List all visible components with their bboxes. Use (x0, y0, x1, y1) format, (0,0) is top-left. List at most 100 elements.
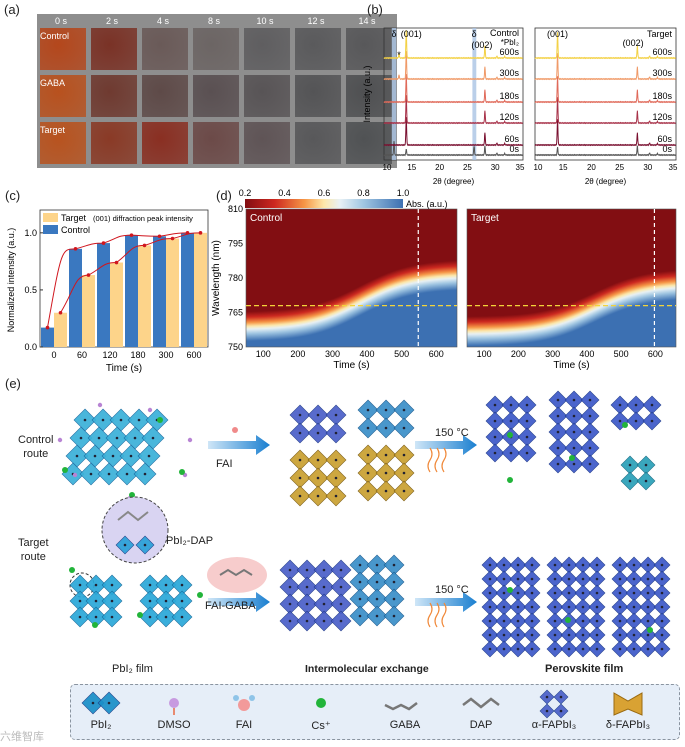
heatmap-control (246, 209, 457, 347)
pb-atom (402, 453, 406, 457)
chart-title-target: Target (647, 29, 673, 39)
pb-atom (488, 619, 492, 623)
pb-atom (94, 599, 98, 603)
x-tick-label: 10 (534, 163, 543, 172)
pb-atom (530, 619, 534, 623)
legend-box: PbI₂ DMSO FAI Cs⁺ GABA DAP α-FAPbI₃ δ-FAPbI₃ (70, 684, 680, 740)
pb-atom (660, 591, 664, 595)
pb-atom (402, 471, 406, 475)
process-arrow (208, 592, 270, 612)
legend-label-dap: DAP (469, 719, 493, 731)
colorbar-tick-label: 0.8 (357, 188, 370, 198)
pb-atom (525, 419, 529, 423)
pb-atom (298, 476, 302, 480)
heat-icon (427, 447, 433, 473)
pb-atom (358, 597, 362, 601)
film-photo (40, 75, 86, 117)
pb-atom (334, 476, 338, 480)
film-photo (244, 75, 290, 117)
pb-atom (595, 563, 599, 567)
pb-atom (164, 599, 168, 603)
pb-atom (384, 453, 388, 457)
pb-atom (488, 647, 492, 651)
x-tick-label: 200 (511, 349, 526, 359)
pb-atom (634, 419, 638, 423)
pb-atom (334, 494, 338, 498)
pb-atom (632, 619, 636, 623)
pb-atom (502, 577, 506, 581)
pb-atom (91, 701, 95, 705)
pb-atom (588, 430, 592, 434)
film-photo (142, 28, 188, 70)
xrd-curve-180s (383, 74, 524, 104)
pb-atom (358, 563, 362, 567)
pb-atom (151, 436, 155, 440)
pb-atom (384, 408, 388, 412)
gaba-icon (384, 702, 418, 711)
pb-atom (101, 418, 105, 422)
x-axis-title: Time (s) (553, 360, 589, 371)
film-photo (91, 122, 137, 164)
legend-swatch-control (43, 225, 58, 234)
pb-atom (572, 430, 576, 434)
pb-atom (384, 471, 388, 475)
dmso-icon (169, 698, 179, 708)
bar-control (181, 232, 194, 347)
time-label: 0 s (54, 16, 67, 26)
pb-atom (111, 454, 115, 458)
anneal-label-bottom: 150 °C (435, 584, 469, 596)
pb-atom (502, 647, 506, 651)
series-label: 600s (499, 47, 519, 57)
pb-atom (305, 568, 309, 572)
control-route-label: Control route (18, 434, 54, 460)
legend-label-control: Control (61, 225, 90, 235)
plot-frame (39, 209, 209, 348)
pb-atom (78, 599, 82, 603)
pb-atom (516, 577, 520, 581)
cs-ion (622, 422, 628, 428)
pb-atom (553, 577, 557, 581)
xrd-target-frame (534, 27, 677, 161)
pb-atom (125, 472, 129, 476)
y-axis-title: Intensity (a.u.) (362, 65, 372, 122)
pb-atom (402, 426, 406, 430)
pb-atom (288, 602, 292, 606)
colorbar-tick-label: 1.0 (397, 188, 410, 198)
delta-band (391, 28, 397, 160)
dap-icon (462, 697, 500, 709)
pb-atom (115, 436, 119, 440)
row-label: Target (40, 125, 66, 135)
annotation-star: * (397, 50, 401, 60)
pbi2-film-label: PbI₂ film (112, 663, 153, 675)
pb-atom (316, 458, 320, 462)
legend-label-alpha-fapbi3: α-FAPbI₃ (531, 719, 577, 731)
pb-atom (581, 605, 585, 609)
heat-icon (441, 602, 447, 628)
pb-atom (646, 577, 650, 581)
row-label: GABA (40, 78, 66, 88)
bar-target (54, 312, 67, 347)
pb-atom (646, 591, 650, 595)
series-label: 120s (499, 112, 519, 122)
pb-atom (567, 605, 571, 609)
molecule (57, 437, 63, 443)
heat-icon (427, 602, 433, 628)
fai-gaba-label: FAI-GABA (205, 600, 256, 612)
pb-atom (107, 472, 111, 476)
cs-ion (647, 627, 653, 633)
legend-label-dmso: DMSO (157, 719, 191, 731)
pb-atom (556, 398, 560, 402)
pb-atom (618, 591, 622, 595)
dap-molecule (117, 510, 149, 522)
x-tick-label: 600 (648, 349, 663, 359)
pb-atom (89, 472, 93, 476)
pb-atom (588, 398, 592, 402)
panel-label-e: (e) (5, 376, 21, 391)
pb-atom (502, 605, 506, 609)
pb-atom (572, 414, 576, 418)
x-tick-label: 400 (579, 349, 594, 359)
pb-atom (509, 451, 513, 455)
pb-atom (392, 597, 396, 601)
pb-atom (581, 647, 585, 651)
